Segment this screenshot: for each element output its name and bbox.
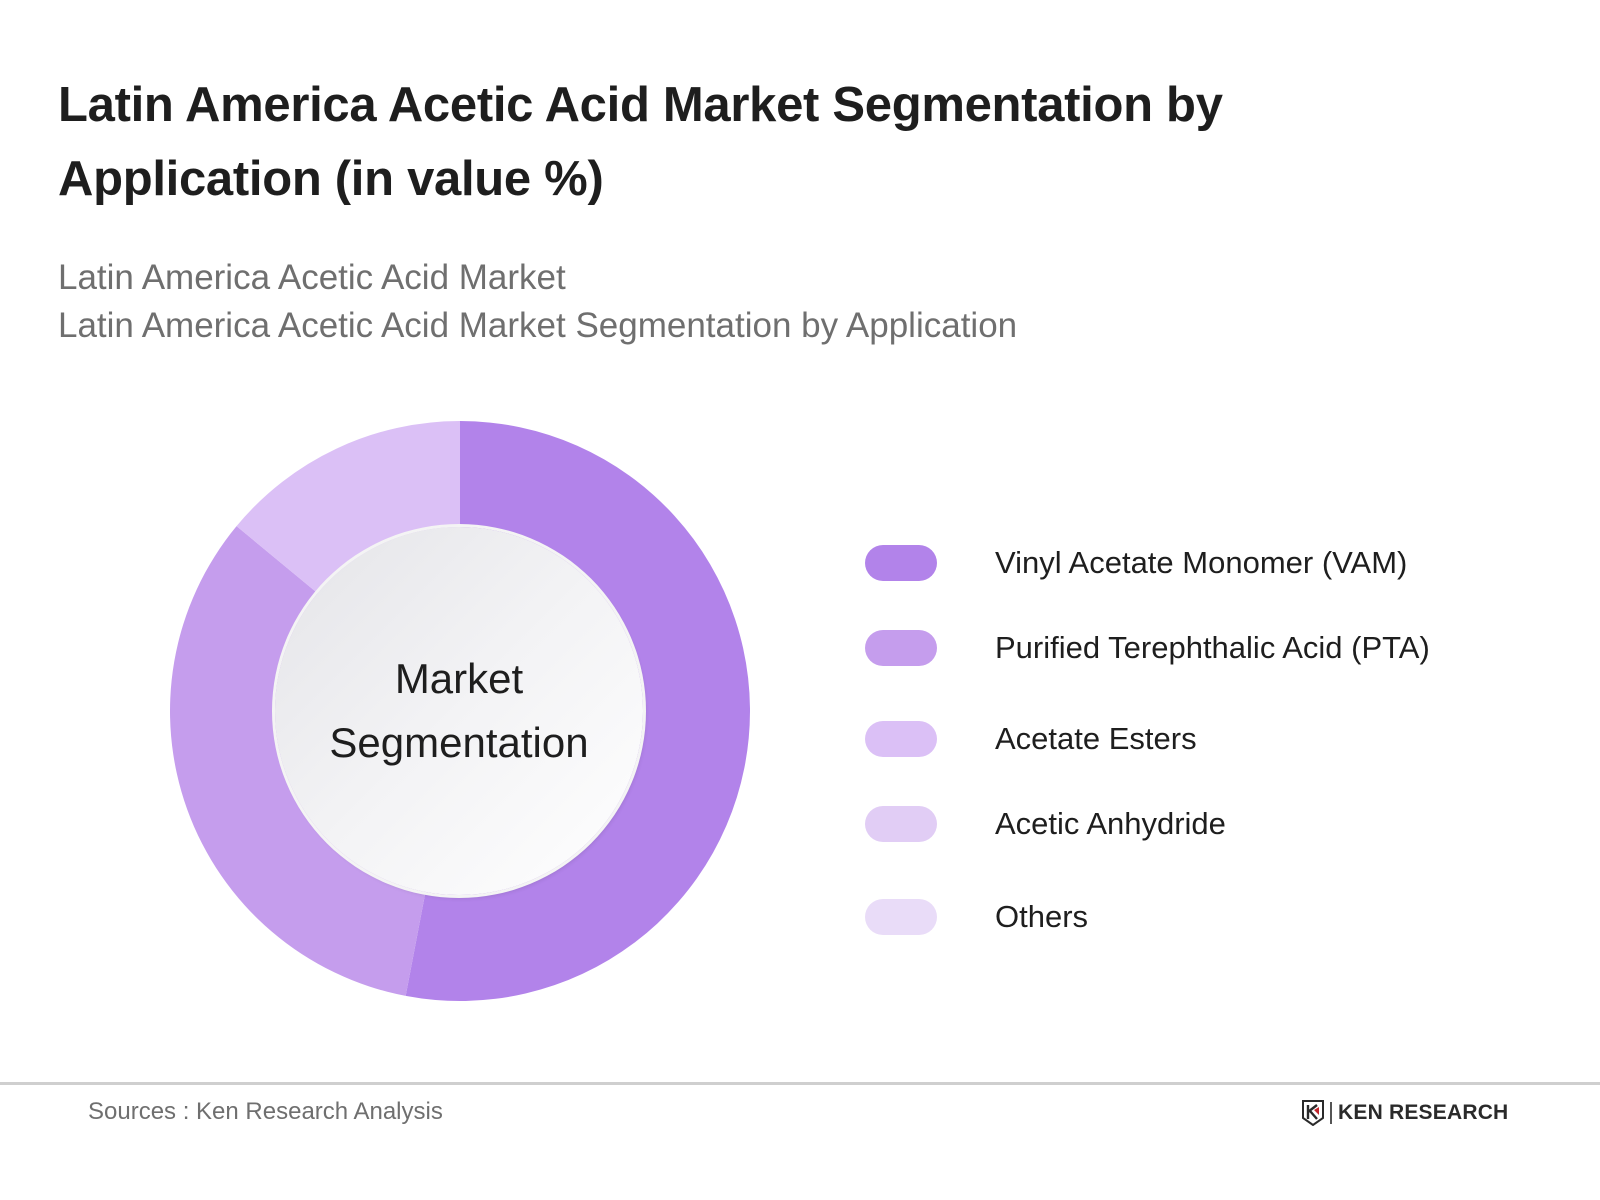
subtitle-market: Latin America Acetic Acid Market [58,258,566,297]
logo-separator [1330,1102,1332,1124]
chart-title: Latin America Acetic Acid Market Segment… [58,78,1223,206]
legend-item-others: Others [865,899,1088,935]
legend-swatch-pta [865,630,937,666]
legend-label-acetate-esters: Acetate Esters [995,721,1197,756]
donut-center-label: Market Segmentation [275,527,643,895]
ken-research-logo: KEN RESEARCH [1302,1100,1508,1126]
legend-item-vam: Vinyl Acetate Monomer (VAM) [865,545,1407,581]
legend-item-pta: Purified Terephthalic Acid (PTA) [865,630,1430,666]
legend-label-vam: Vinyl Acetate Monomer (VAM) [995,545,1408,580]
legend-swatch-others [865,899,937,935]
donut-chart: Market Segmentation [170,421,750,1001]
brand-name: KEN RESEARCH [1338,1101,1509,1124]
legend-swatch-vam [865,545,937,581]
legend-item-acetate-esters: Acetate Esters [865,721,1197,757]
subtitle-segmentation: Latin America Acetic Acid Market Segment… [58,306,1018,345]
legend-swatch-acetate-esters [865,721,937,757]
legend-label-acetic-anhydride: Acetic Anhydride [995,806,1226,841]
legend-label-pta: Purified Terephthalic Acid (PTA) [995,630,1430,665]
legend-item-acetic-anhydride: Acetic Anhydride [865,806,1226,842]
legend-swatch-acetic-anhydride [865,806,937,842]
center-label-line2: Segmentation [329,719,589,766]
ken-research-logo-icon [1302,1100,1324,1126]
footer-divider [0,1082,1600,1085]
center-label-line1: Market [394,655,524,702]
subtitle-block: Latin America Acetic Acid Market Latin A… [58,254,1017,350]
legend-label-others: Others [995,899,1089,934]
source-note: Sources : Ken Research Analysis [88,1098,443,1125]
